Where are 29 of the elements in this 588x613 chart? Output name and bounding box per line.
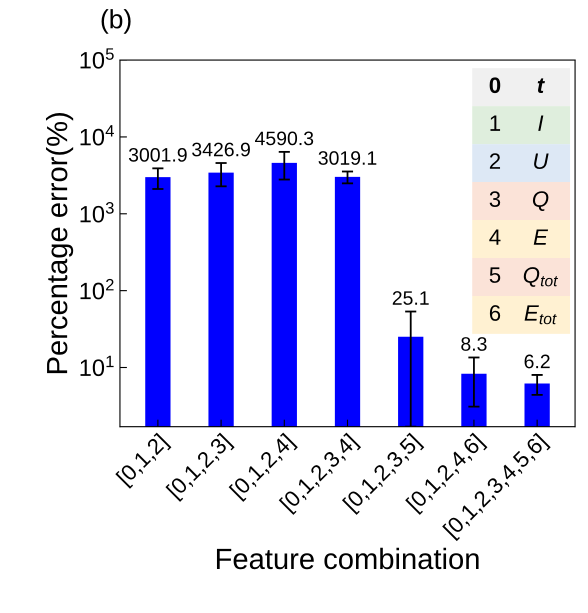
annotation: Q (532, 191, 548, 211)
annotation: 6 (490, 305, 500, 321)
y-tick-label: 10$^{5}$ (80, 48, 114, 69)
y-tick-label: 10$^{3}$ (80, 202, 114, 223)
annotation: 2 (490, 153, 500, 169)
annotation: I (538, 116, 544, 131)
annotation: Q$_{tot}$ (524, 267, 558, 287)
y-tick-label: 10$^{4}$ (80, 125, 114, 146)
annotation: 5 (490, 267, 500, 283)
annotation: 0 (490, 77, 500, 94)
y-tick-label: 10$^{2}$ (80, 278, 114, 300)
data-label: 6.2 (524, 354, 550, 368)
data-label: 25.1 (392, 291, 429, 305)
data-label: 3426.9 (192, 142, 250, 156)
data-label: 3019.1 (318, 151, 376, 165)
annotation: t (538, 78, 545, 94)
annotation: 4 (489, 229, 500, 245)
annotation: 3 (490, 191, 500, 207)
data-label: 3001.9 (128, 148, 187, 162)
annotation: E$_{tot}$ (524, 305, 557, 324)
data-label: 8.3 (461, 337, 487, 351)
annotation: 1 (490, 116, 500, 131)
y-tick-label: 10$^{1}$ (80, 356, 114, 376)
y-axis-title: Percentage error(%) (46, 113, 74, 374)
data-label: 4590.3 (255, 131, 314, 146)
annotation: E (534, 229, 548, 245)
x-axis-title: Feature combination (216, 548, 479, 570)
text: (b) (102, 9, 131, 34)
annotation: U (534, 154, 549, 170)
